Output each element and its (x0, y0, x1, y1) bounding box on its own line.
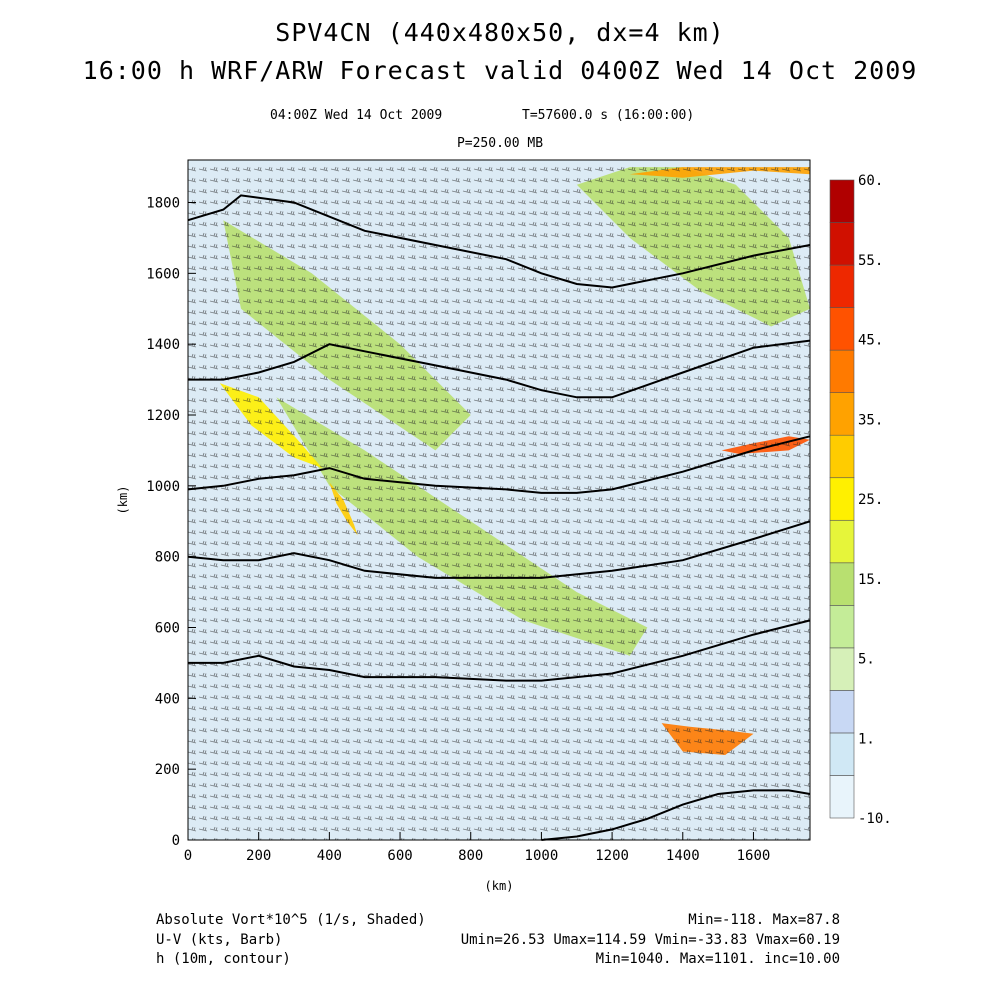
colorbar-swatch (829, 434, 855, 479)
y-tick-label: 1000 (146, 479, 180, 495)
colorbar-swatch (829, 732, 855, 776)
colorbar-label: 45. (858, 333, 883, 349)
x-tick-label: 600 (387, 848, 412, 864)
height-contour-0 (187, 194, 811, 289)
colorbar-label: 25. (858, 492, 883, 508)
y-axis-label: (km) (116, 486, 130, 515)
y-tick-label: 1600 (146, 266, 180, 282)
colorbar-swatch (829, 775, 855, 819)
colorbar-swatch (829, 179, 855, 223)
plot-frame (187, 159, 811, 841)
x-tick-label: 400 (317, 848, 342, 864)
y-tick-label: 400 (155, 691, 180, 707)
height-contour-3 (187, 520, 811, 579)
x-tick-label: 1600 (737, 848, 771, 864)
footer-barb-range: Umin=26.53 Umax=114.59 Vmin=-33.83 Vmax=… (460, 932, 840, 948)
footer-barb-label: U-V (kts, Barb) (156, 932, 283, 948)
chart-title: SPV4CN (440x480x50, dx=4 km) (275, 18, 725, 47)
colorbar-swatch (829, 690, 855, 734)
x-tick-label: 200 (246, 848, 271, 864)
sim-time: T=57600.0 s (16:00:00) (522, 108, 695, 123)
footer-contour-range: Min=1040. Max=1101. inc=10.00 (595, 951, 840, 967)
colorbar-label: 35. (858, 412, 883, 428)
x-tick-label: 0 (184, 848, 192, 864)
colorbar-swatch (829, 477, 855, 521)
colorbar-swatch (829, 519, 855, 564)
x-tick-label: 1400 (666, 848, 700, 864)
footer-shade-label: Absolute Vort*10^5 (1/s, Shaded) (156, 912, 426, 928)
height-contour-2 (187, 435, 811, 494)
colorbar-swatch (829, 562, 855, 606)
y-tick-label: 800 (155, 550, 180, 566)
colorbar-label: 60. (858, 173, 883, 189)
x-tick-label: 800 (458, 848, 483, 864)
y-tick-label: 1400 (146, 337, 180, 353)
colorbar-label: -10. (858, 811, 892, 827)
colorbar-swatch (829, 647, 855, 691)
colorbar-swatch (829, 392, 855, 436)
y-tick-label: 1200 (146, 408, 180, 424)
height-contour-1 (188, 339, 811, 399)
x-tick-label: 1000 (525, 848, 559, 864)
colorbar-label: 5. (858, 652, 875, 668)
colorbar-label: 55. (858, 253, 883, 269)
footer-shade-range: Min=-118. Max=87.8 (688, 912, 840, 928)
wind-barbs (188, 160, 810, 840)
valid-time: 04:00Z Wed 14 Oct 2009 (270, 108, 443, 123)
y-tick-label: 200 (155, 762, 180, 778)
colorbar-label: 1. (858, 731, 875, 747)
colorbar-label: 15. (858, 572, 883, 588)
chart-subtitle: 16:00 h WRF/ARW Forecast valid 0400Z Wed… (82, 56, 918, 85)
y-tick-label: 0 (172, 833, 180, 849)
x-axis-label: (km) (485, 879, 514, 893)
y-tick-label: 1800 (146, 196, 180, 212)
footer-contour-label: h (10m, contour) (156, 951, 291, 967)
colorbar-swatch (829, 605, 855, 649)
height-contour-4 (188, 619, 811, 682)
colorbar-swatch (829, 349, 855, 393)
colorbar-swatch (829, 222, 855, 266)
y-tick-label: 600 (155, 621, 180, 637)
colorbar-swatch (829, 264, 855, 308)
height-contour-5 (541, 789, 811, 841)
pressure-level: P=250.00 MB (456, 136, 544, 151)
x-tick-label: 1200 (595, 848, 629, 864)
colorbar-swatch (829, 307, 855, 351)
